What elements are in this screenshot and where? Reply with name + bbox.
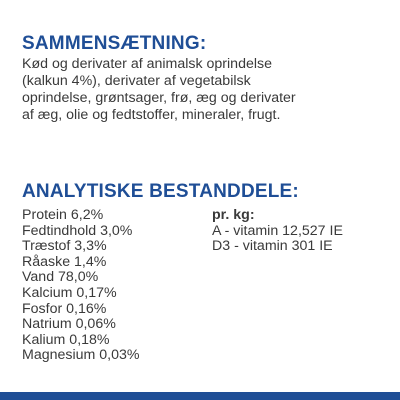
composition-text: Kød og derivater af animalsk oprindelse … [22,56,392,124]
composition-line: (kalkun 4%), derivater af vegetabilsk [22,73,251,89]
nutrient-item: Råaske 1,4% [22,253,107,270]
nutrient-item: Fedtindhold 3,0% [22,222,133,239]
composition-line: Kød og derivater af animalsk oprindelse [22,56,272,72]
nutrient-item: Fosfor 0,16% [22,300,107,317]
nutrient-item: Magnesium 0,03% [22,347,140,364]
composition-line: af æg, olie og fedtstoffer, mineraler, f… [22,107,281,123]
nutrient-item: Kalcium 0,17% [22,284,117,301]
vitamin-heading: pr. kg: [212,207,255,223]
nutrient-item: Protein 6,2% [22,207,104,223]
nutrient-list: Protein 6,2% Fedtindhold 3,0% Træstof 3,… [22,207,140,364]
bottom-accent-bar [0,392,400,400]
nutrient-item: Vand 78,0% [22,269,99,286]
vitamin-list: pr. kg: A - vitamin 12,527 IE D3 - vitam… [212,207,343,255]
vitamin-item: D3 - vitamin 301 IE [212,238,333,255]
vitamin-item: A - vitamin 12,527 IE [212,222,343,239]
nutrient-item: Kalium 0,18% [22,331,110,348]
nutrient-item: Træstof 3,3% [22,238,107,255]
composition-line: oprindelse, grøntsager, frø, æg og deriv… [22,90,296,106]
analytical-heading: ANALYTISKE BESTANDDELE: [22,181,299,202]
nutrient-item: Natrium 0,06% [22,316,116,333]
composition-heading: SAMMENSÆTNING: [22,33,207,54]
